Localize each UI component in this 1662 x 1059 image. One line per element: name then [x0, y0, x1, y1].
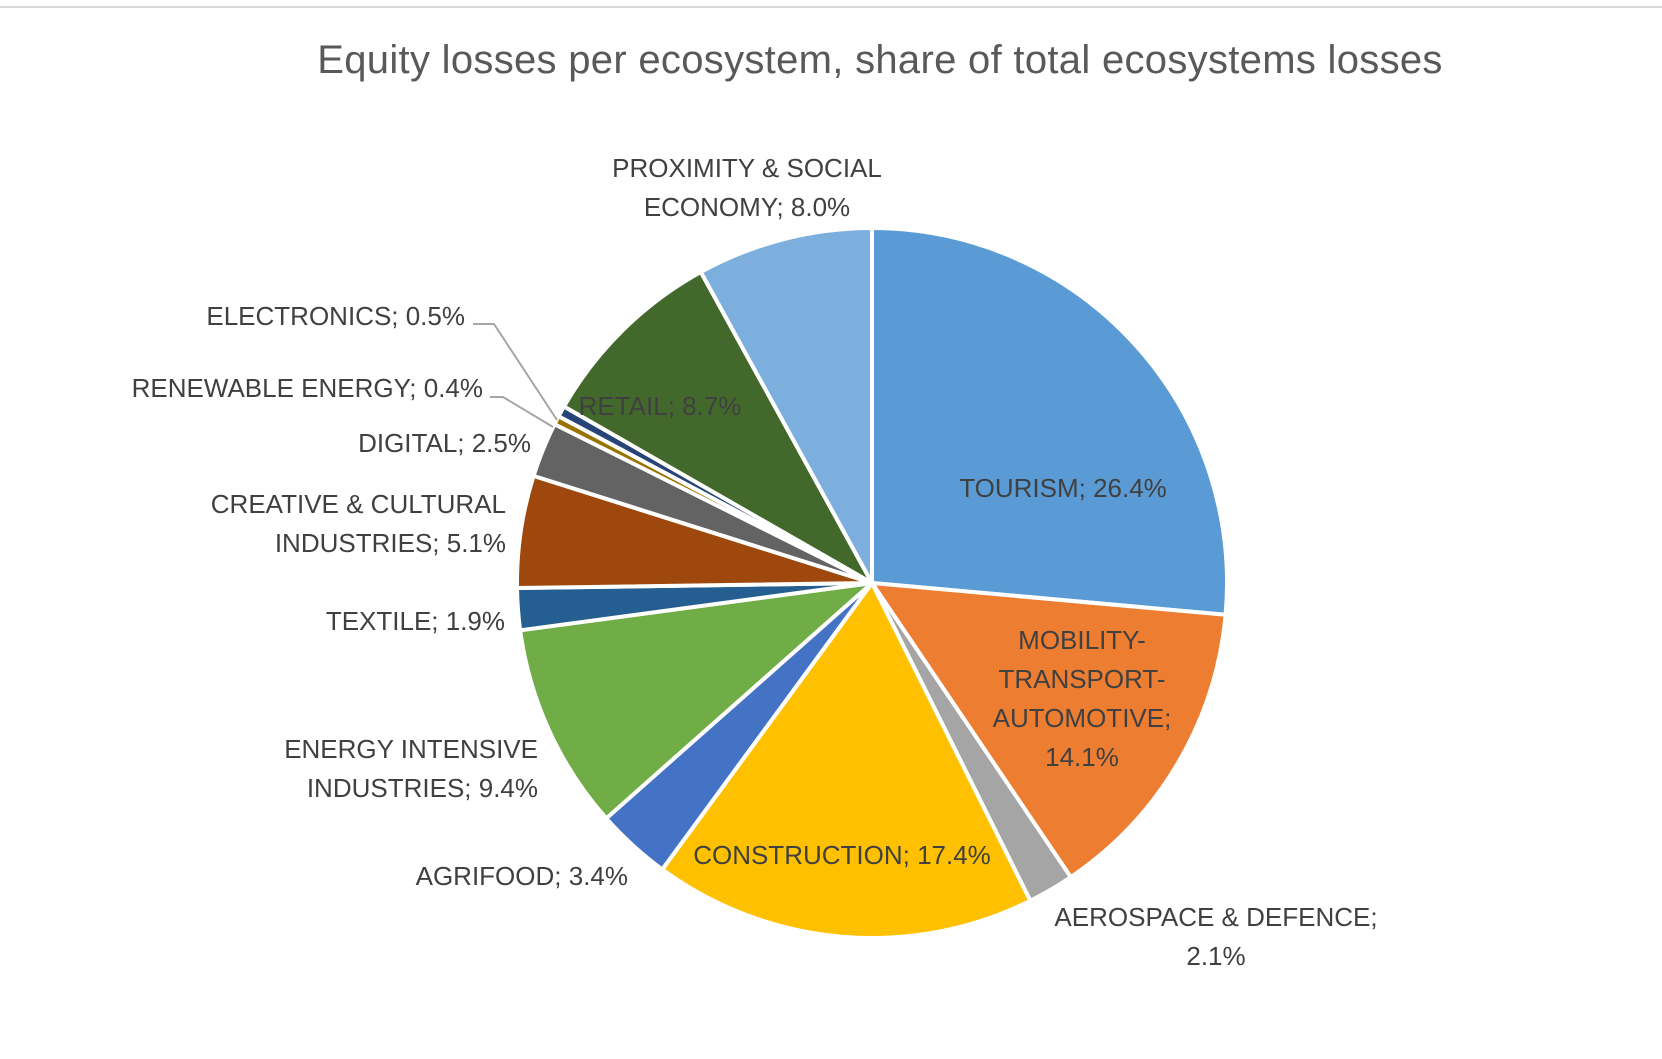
data-label-line: MOBILITY- [1018, 625, 1146, 655]
data-labels: TOURISM; 26.4% MOBILITY- TRANSPORT- AUTOMOT… [132, 153, 1378, 971]
data-label-line: ECONOMY; 8.0% [644, 192, 850, 222]
data-label-retail: RETAIL; 8.7% [579, 391, 742, 421]
pie-slice-energy_intensive [518, 581, 874, 821]
pie-slice-retail [562, 269, 874, 585]
data-label-line: INDUSTRIES; 9.4% [307, 773, 538, 803]
data-label-tourism: TOURISM; 26.4% [959, 473, 1167, 503]
data-label-creative: CREATIVE & CULTURAL INDUSTRIES; 5.1% [211, 489, 506, 558]
data-label-line: AUTOMOTIVE; [993, 703, 1172, 733]
data-label-line: CREATIVE & CULTURAL [211, 489, 506, 519]
data-label-line: DIGITAL; 2.5% [358, 428, 531, 458]
data-label-line: RENEWABLE ENERGY; 0.4% [132, 373, 483, 403]
leader-line-electronics [473, 323, 558, 421]
data-label-line: INDUSTRIES; 5.1% [275, 528, 506, 558]
data-label-textile: TEXTILE; 1.9% [326, 606, 505, 636]
data-label-line: PROXIMITY & SOCIAL [612, 153, 882, 183]
data-label-aerospace: AEROSPACE & DEFENCE; 2.1% [1054, 902, 1377, 971]
data-label-line: ELECTRONICS; 0.5% [206, 301, 465, 331]
data-label-line: ENERGY INTENSIVE [284, 734, 538, 764]
data-label-agrifood: AGRIFOOD; 3.4% [416, 861, 628, 891]
data-label-construction: CONSTRUCTION; 17.4% [693, 840, 991, 870]
pie-slice-tourism [870, 226, 1230, 617]
leader-lines [473, 323, 558, 428]
data-label-line: TEXTILE; 1.9% [326, 606, 505, 636]
data-label-energy_intensive: ENERGY INTENSIVE INDUSTRIES; 9.4% [284, 734, 538, 803]
data-label-line: TOURISM; 26.4% [959, 473, 1167, 503]
pie-slices [515, 226, 1230, 940]
data-label-line: AEROSPACE & DEFENCE; [1054, 902, 1377, 932]
top-border [0, 6, 1662, 8]
pie-slice-proximity [698, 226, 874, 585]
leader-line-renewable [490, 396, 554, 428]
data-label-line: 14.1% [1045, 742, 1119, 772]
data-label-line: 2.1% [1186, 941, 1245, 971]
pie-slice-construction [660, 581, 1033, 940]
data-label-digital: DIGITAL; 2.5% [358, 428, 531, 458]
data-label-line: CONSTRUCTION; 17.4% [693, 840, 991, 870]
data-label-electronics: ELECTRONICS; 0.5% [206, 301, 465, 331]
chart-title: Equity losses per ecosystem, share of to… [317, 38, 1443, 82]
data-label-mobility: MOBILITY- TRANSPORT- AUTOMOTIVE; 14.1% [993, 625, 1172, 772]
data-label-line: RETAIL; 8.7% [579, 391, 742, 421]
data-label-renewable: RENEWABLE ENERGY; 0.4% [132, 373, 483, 403]
pie-slice-mobility [870, 581, 1228, 880]
data-label-line: TRANSPORT- [998, 664, 1165, 694]
data-label-proximity: PROXIMITY & SOCIAL ECONOMY; 8.0% [612, 153, 882, 222]
data-label-line: AGRIFOOD; 3.4% [416, 861, 628, 891]
